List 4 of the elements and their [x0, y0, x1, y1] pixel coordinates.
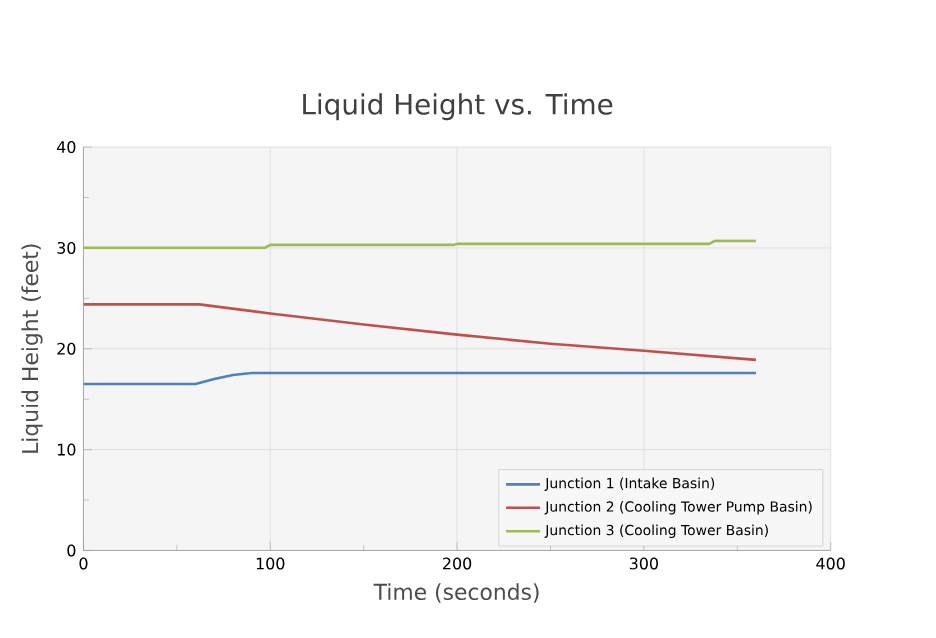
y-axis-title: Liquid Height (feet): [21, 244, 43, 453]
line-series: [83, 303, 758, 362]
chart-title: Liquid Height vs. Time: [303, 93, 613, 121]
x-axis-title: Time (seconds): [373, 583, 539, 603]
